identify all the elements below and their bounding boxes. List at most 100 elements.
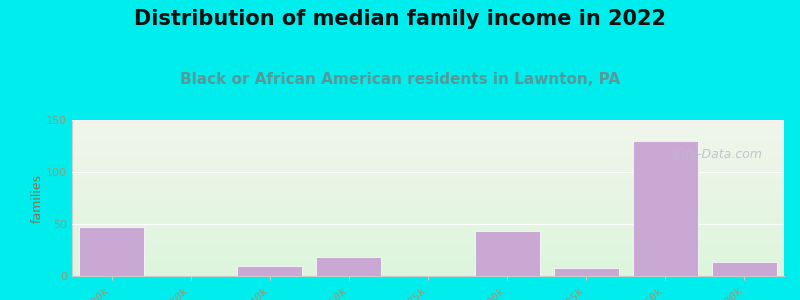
Bar	[72, 267, 784, 268]
Bar	[474, 231, 539, 276]
Bar	[72, 198, 784, 199]
Bar	[72, 183, 784, 184]
Bar	[72, 217, 784, 218]
Bar	[72, 225, 784, 226]
Bar	[72, 174, 784, 175]
Bar	[72, 259, 784, 260]
Bar	[72, 201, 784, 202]
Bar	[72, 152, 784, 153]
Bar	[72, 124, 784, 125]
Bar	[72, 187, 784, 188]
Bar	[72, 220, 784, 221]
Bar	[72, 141, 784, 142]
Bar	[72, 233, 784, 234]
Bar	[72, 203, 784, 204]
Bar	[72, 180, 784, 181]
Bar	[72, 148, 784, 149]
Bar	[72, 123, 784, 124]
Bar	[72, 263, 784, 264]
Bar	[72, 262, 784, 263]
Bar	[72, 202, 784, 203]
Bar	[72, 150, 784, 151]
Bar	[72, 265, 784, 266]
Bar	[72, 228, 784, 229]
Bar	[72, 205, 784, 206]
Bar	[72, 213, 784, 214]
Bar	[72, 274, 784, 275]
Bar	[72, 161, 784, 162]
Bar	[72, 206, 784, 207]
Bar	[72, 253, 784, 254]
Bar	[72, 196, 784, 197]
Bar	[72, 249, 784, 250]
Bar	[72, 137, 784, 138]
Bar	[72, 237, 784, 238]
Bar	[72, 185, 784, 186]
Bar	[72, 151, 784, 152]
Bar	[72, 131, 784, 132]
Bar	[72, 146, 784, 147]
Bar	[72, 125, 784, 126]
Bar	[72, 136, 784, 137]
Bar	[72, 167, 784, 168]
Bar	[72, 170, 784, 171]
Bar	[72, 214, 784, 215]
Bar	[72, 229, 784, 230]
Bar	[72, 208, 784, 209]
Text: City-Data.com: City-Data.com	[674, 148, 762, 161]
Bar	[72, 258, 784, 259]
Bar	[72, 266, 784, 267]
Bar	[72, 212, 784, 213]
Bar	[72, 186, 784, 187]
Bar	[72, 158, 784, 159]
Bar	[72, 165, 784, 166]
Bar	[72, 172, 784, 173]
Bar	[72, 182, 784, 183]
Bar	[72, 163, 784, 164]
Bar	[72, 156, 784, 157]
Bar	[72, 247, 784, 248]
Bar	[72, 190, 784, 191]
Bar	[72, 223, 784, 224]
Bar	[72, 130, 784, 131]
Bar	[72, 251, 784, 252]
Bar	[72, 230, 784, 231]
Bar	[72, 120, 784, 121]
Bar	[72, 193, 784, 194]
Bar	[72, 210, 784, 211]
Bar	[72, 133, 784, 134]
Bar	[72, 242, 784, 243]
Bar	[72, 176, 784, 177]
Bar	[72, 243, 784, 244]
Bar	[72, 239, 784, 240]
Text: Distribution of median family income in 2022: Distribution of median family income in …	[134, 9, 666, 29]
Bar	[72, 140, 784, 141]
Bar	[72, 275, 784, 276]
Bar	[72, 189, 784, 190]
Bar	[72, 270, 784, 271]
Bar	[72, 234, 784, 235]
Bar	[72, 211, 784, 212]
Bar	[72, 162, 784, 163]
Bar	[72, 127, 784, 128]
Bar	[72, 143, 784, 144]
Bar	[712, 262, 777, 276]
Bar	[72, 246, 784, 247]
Bar	[72, 160, 784, 161]
Bar	[72, 207, 784, 208]
Bar	[72, 252, 784, 253]
Bar	[72, 171, 784, 172]
Bar	[72, 191, 784, 192]
Bar	[72, 164, 784, 165]
Bar	[72, 132, 784, 133]
Bar	[72, 173, 784, 174]
Bar	[72, 149, 784, 150]
Bar	[72, 121, 784, 122]
Bar	[72, 145, 784, 146]
Bar	[72, 168, 784, 169]
Bar	[72, 235, 784, 236]
Bar	[72, 142, 784, 143]
Bar	[72, 122, 784, 123]
Bar	[72, 219, 784, 220]
Bar	[72, 209, 784, 210]
